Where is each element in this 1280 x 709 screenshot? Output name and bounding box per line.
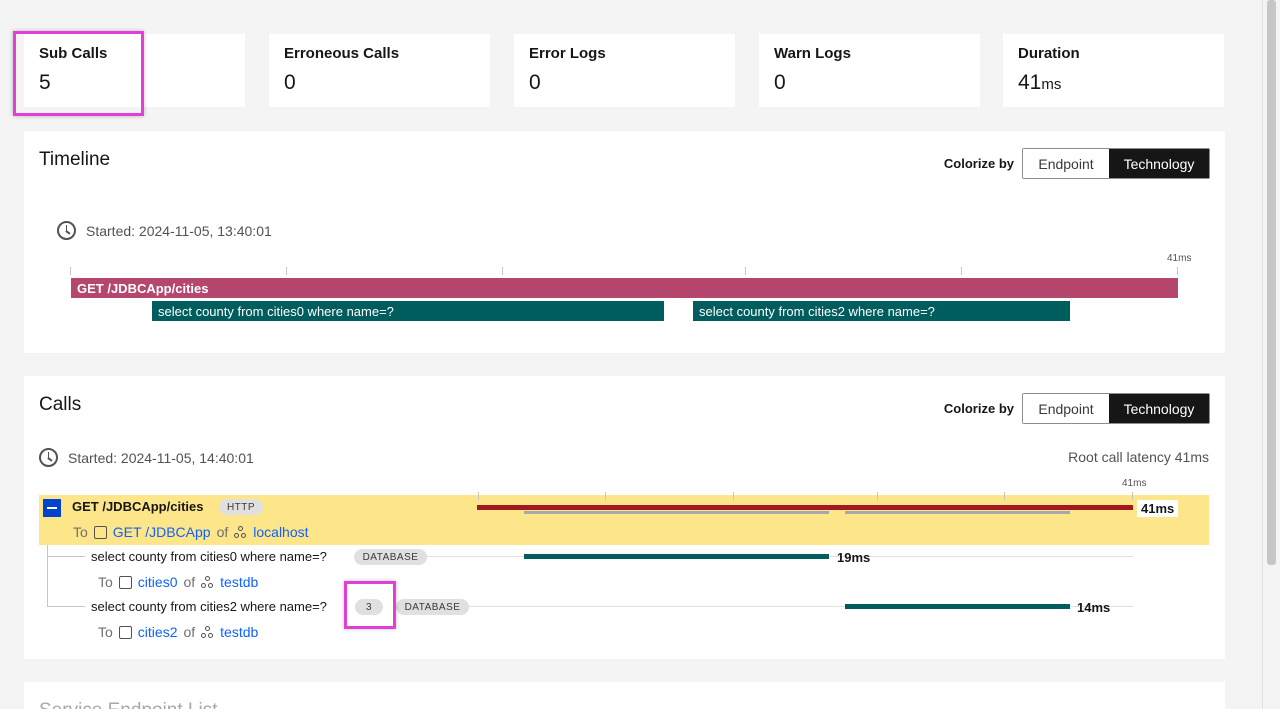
- calls-colorize: Colorize by Endpoint Technology: [944, 393, 1210, 424]
- scale-tick: [286, 267, 287, 275]
- colorize-technology-button[interactable]: Technology: [1109, 394, 1209, 423]
- row-guide: [469, 606, 1133, 607]
- stat-sub-calls: Sub Calls 5: [24, 34, 245, 107]
- colorize-switch: Endpoint Technology: [1022, 393, 1210, 424]
- tree-guide: [47, 606, 85, 607]
- endpoint-icon: [93, 525, 107, 539]
- to-label: To: [98, 624, 113, 640]
- stat-label: Sub Calls: [39, 45, 108, 62]
- service-endpoint-panel: Service Endpoint List: [24, 682, 1225, 709]
- tag-http: HTTP: [219, 499, 263, 515]
- endpoint-link[interactable]: cities0: [137, 574, 178, 590]
- latency-bar-child-2: [845, 511, 1070, 514]
- stat-error-logs: Error Logs 0: [514, 34, 735, 107]
- stat-value: 41ms: [1018, 71, 1062, 94]
- stat-value: 5: [39, 71, 51, 94]
- endpoint-icon: [118, 625, 132, 639]
- colorize-endpoint-button[interactable]: Endpoint: [1023, 149, 1109, 178]
- call-count-badge: 3: [355, 599, 383, 615]
- timeline-bar-query-0[interactable]: select county from cities0 where name=?: [152, 301, 664, 321]
- stat-erroneous-calls: Erroneous Calls 0: [269, 34, 490, 107]
- service-link[interactable]: testdb: [220, 624, 259, 640]
- of-label: of: [183, 624, 196, 640]
- service-endpoint-title: Service Endpoint List: [39, 700, 218, 709]
- stat-duration: Duration 41ms: [1003, 34, 1224, 107]
- timeline-scale-end: 41ms: [1167, 253, 1192, 264]
- timeline-bar-root[interactable]: GET /JDBCApp/cities: [71, 278, 1178, 298]
- latency-bar: [524, 554, 829, 559]
- endpoint-icon: [118, 575, 132, 589]
- scale-tick: [1004, 492, 1005, 500]
- calls-title: Calls: [39, 394, 82, 415]
- call-destination: To cities0 of testdb: [98, 574, 258, 590]
- call-destination: To cities2 of testdb: [98, 624, 258, 640]
- latency-bar: [845, 604, 1070, 609]
- calls-started: Started: 2024-11-05, 14:40:01: [39, 448, 254, 467]
- stat-value: 0: [529, 71, 541, 94]
- clock-icon: [39, 448, 58, 467]
- scale-tick: [1177, 267, 1178, 275]
- scale-tick: [70, 267, 71, 275]
- scale-tick: [877, 492, 878, 500]
- endpoint-link[interactable]: cities2: [137, 624, 178, 640]
- calls-scale-end: 41ms: [1122, 478, 1147, 489]
- latency-bar-root: [477, 505, 1133, 510]
- colorize-label: Colorize by: [943, 156, 1014, 171]
- page-scrollbar[interactable]: [1262, 0, 1280, 709]
- service-icon: [201, 575, 214, 589]
- call-name[interactable]: select county from cities0 where name=?: [91, 549, 327, 564]
- scale-tick: [605, 492, 606, 500]
- of-label: of: [216, 524, 229, 540]
- scale-tick: [478, 492, 479, 500]
- colorize-label: Colorize by: [943, 401, 1014, 416]
- scale-tick: [502, 267, 503, 275]
- timeline-started: Started: 2024-11-05, 13:40:01: [57, 221, 272, 240]
- scale-tick: [1132, 492, 1133, 500]
- scale-tick: [961, 267, 962, 275]
- service-icon: [234, 525, 247, 539]
- tag-database: DATABASE: [396, 599, 469, 615]
- latency-label: 19ms: [837, 550, 871, 565]
- timeline-colorize: Colorize by Endpoint Technology: [944, 148, 1210, 179]
- stat-value: 0: [284, 71, 296, 94]
- of-label: of: [183, 574, 196, 590]
- tree-guide: [47, 556, 85, 557]
- stat-label: Duration: [1018, 45, 1080, 62]
- to-label: To: [98, 574, 113, 590]
- stat-warn-logs: Warn Logs 0: [759, 34, 980, 107]
- call-name[interactable]: select county from cities2 where name=?: [91, 599, 327, 614]
- stat-value: 0: [774, 71, 786, 94]
- to-label: To: [73, 524, 88, 540]
- collapse-toggle[interactable]: [43, 499, 61, 517]
- latency-bar-child-0: [524, 511, 829, 514]
- service-link[interactable]: testdb: [220, 574, 259, 590]
- call-destination: To GET /JDBCApp of localhost: [73, 524, 309, 540]
- scale-tick: [745, 267, 746, 275]
- started-text: Started: 2024-11-05, 14:40:01: [68, 449, 254, 466]
- count-highlight: [344, 581, 396, 629]
- tree-guide: [47, 545, 48, 607]
- scrollbar-thumb[interactable]: [1267, 0, 1276, 565]
- latency-label: 41ms: [1137, 500, 1179, 517]
- colorize-endpoint-button[interactable]: Endpoint: [1023, 394, 1109, 423]
- colorize-technology-button[interactable]: Technology: [1109, 149, 1209, 178]
- tag-database: DATABASE: [354, 549, 427, 565]
- timeline-title: Timeline: [39, 149, 111, 170]
- timeline-panel: Timeline Colorize by Endpoint Technology…: [24, 131, 1225, 353]
- call-name[interactable]: GET /JDBCApp/cities: [72, 499, 204, 514]
- timeline-bar-query-2[interactable]: select county from cities2 where name=?: [693, 301, 1070, 321]
- stat-label: Erroneous Calls: [284, 45, 400, 62]
- endpoint-link[interactable]: GET /JDBCApp: [112, 524, 211, 540]
- stat-label: Warn Logs: [774, 45, 851, 62]
- stat-label: Error Logs: [529, 45, 606, 62]
- service-link[interactable]: localhost: [253, 524, 309, 540]
- sub-calls-highlight: [13, 31, 144, 116]
- colorize-switch: Endpoint Technology: [1022, 148, 1210, 179]
- root-call-latency: Root call latency 41ms: [1068, 449, 1209, 465]
- service-icon: [201, 625, 214, 639]
- latency-label: 14ms: [1077, 600, 1111, 615]
- scale-tick: [733, 492, 734, 500]
- started-text: Started: 2024-11-05, 13:40:01: [86, 222, 272, 239]
- clock-icon: [57, 221, 76, 240]
